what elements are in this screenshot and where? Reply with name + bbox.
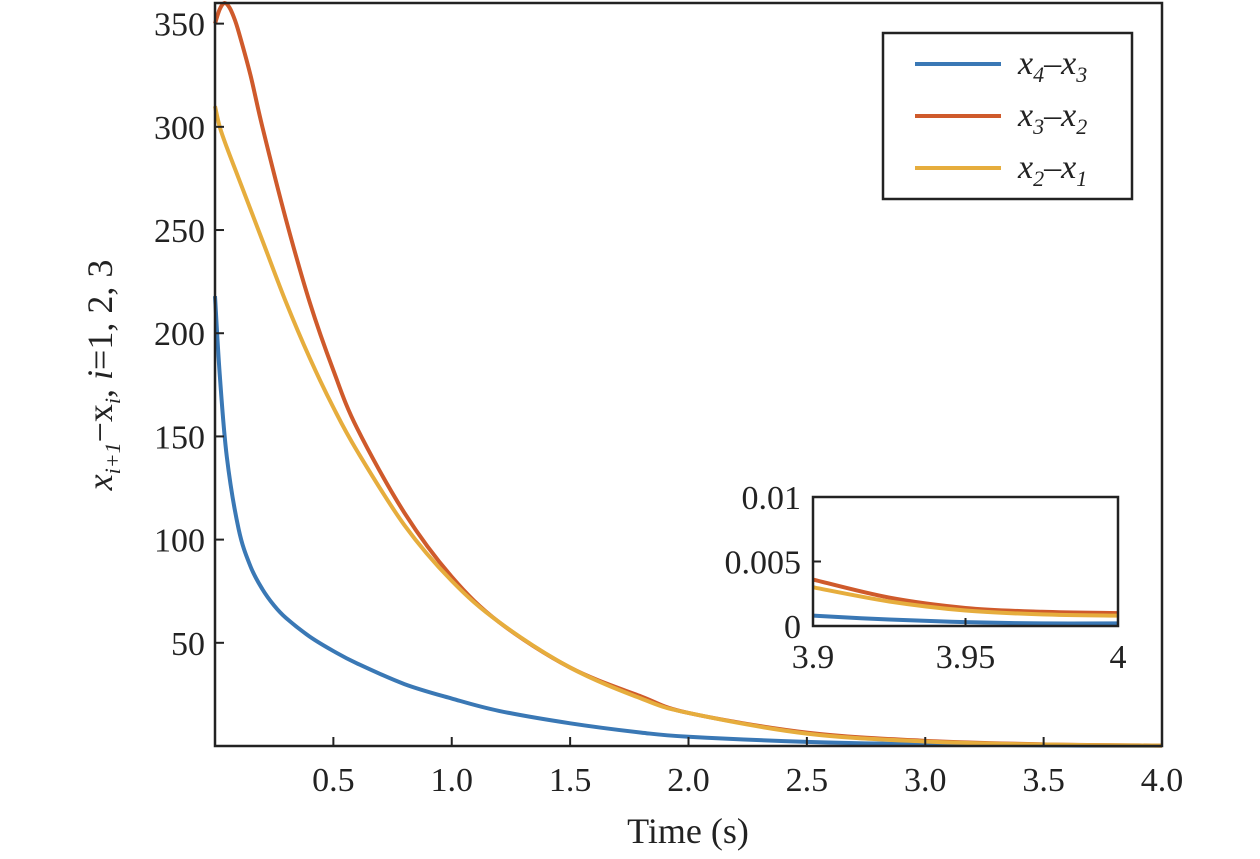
legend-0-sub-a: 4: [1033, 62, 1044, 87]
legend-box: [881, 31, 1134, 201]
legend-2-sub-a: 2: [1033, 166, 1044, 191]
inset-x-tick-label: 4: [1110, 639, 1127, 676]
inset-y-ticks: 0 0.005 0.01: [725, 480, 821, 646]
y-title-minus: −x: [80, 404, 120, 442]
y-title-sub-a: i+1: [100, 442, 125, 474]
x-tick-label: 3.5: [1022, 762, 1065, 799]
inset-chart: 3.9 3.95 4 0 0.005 0.01: [725, 480, 1127, 676]
y-title-var-a: x: [80, 474, 120, 491]
legend-label-x3-x2: x3–x2: [1017, 97, 1087, 139]
y-tick-label: 350: [154, 7, 205, 44]
x-tick-label: 1.0: [431, 762, 474, 799]
legend-1-var-b: x: [1060, 97, 1076, 134]
legend: x4–x3 x3–x2 x2–x1: [881, 31, 1134, 201]
main-x-ticks: 0.5 1.0 1.5 2.0 2.5 3.0 3.5 4.0: [312, 737, 1183, 799]
inset-series-line-1: [812, 577, 1119, 616]
x-tick-label: 4.0: [1141, 762, 1184, 799]
y-tick-label: 250: [154, 213, 205, 250]
legend-2-var-a: x: [1017, 149, 1033, 186]
legend-label-x4-x3: x4–x3: [1017, 45, 1087, 87]
x-tick-label: 2.0: [667, 762, 710, 799]
y-tick-label: 150: [154, 419, 205, 456]
y-title-values: =1, 2, 3: [80, 260, 120, 370]
inset-series-line-2: [812, 585, 1119, 618]
x-tick-label: 2.5: [786, 762, 829, 799]
y-title-comma: ,: [80, 380, 120, 398]
inset-y-tick-label: 0.01: [742, 480, 802, 517]
x-tick-label: 1.5: [549, 762, 592, 799]
main-y-ticks: 50 100 150 200 250 300 350: [154, 7, 224, 663]
y-tick-label: 200: [154, 316, 205, 353]
inset-x-ticks: 3.9 3.95 4: [792, 618, 1127, 676]
inset-background: [813, 497, 1118, 626]
legend-1-sub-a: 3: [1032, 114, 1044, 139]
legend-2-var-b: x: [1060, 149, 1076, 186]
legend-1-dash: –: [1043, 97, 1062, 134]
y-tick-label: 300: [154, 110, 205, 147]
legend-label-x2-x1: x2–x1: [1017, 149, 1087, 191]
legend-0-dash: –: [1043, 45, 1062, 82]
y-tick-label: 100: [154, 523, 205, 560]
legend-2-sub-b: 1: [1076, 166, 1087, 191]
legend-1-var-a: x: [1017, 97, 1033, 134]
legend-0-var-a: x: [1017, 45, 1033, 82]
legend-1-sub-b: 2: [1076, 114, 1087, 139]
legend-2-dash: –: [1043, 149, 1062, 186]
main-series-lines: [213, 0, 1163, 748]
x-axis-title: Time (s): [627, 811, 749, 851]
legend-0-sub-b: 3: [1075, 62, 1087, 87]
legend-0-var-b: x: [1060, 45, 1076, 82]
inset-x-tick-label: 3.9: [792, 639, 835, 676]
x-tick-label: 3.0: [904, 762, 947, 799]
y-title-index: i: [80, 370, 120, 380]
y-title-sub-b: i: [100, 398, 125, 404]
inset-y-tick-label: 0: [784, 609, 801, 646]
y-axis-title: xi+1−xi, i=1, 2, 3: [80, 260, 125, 492]
inset-y-tick-label: 0.005: [725, 545, 802, 582]
series-line-0: [213, 295, 1163, 748]
inset-x-tick-label: 3.95: [936, 639, 996, 676]
x-tick-label: 0.5: [312, 762, 355, 799]
y-tick-label: 50: [171, 626, 205, 663]
series-line-2: [213, 105, 1163, 748]
